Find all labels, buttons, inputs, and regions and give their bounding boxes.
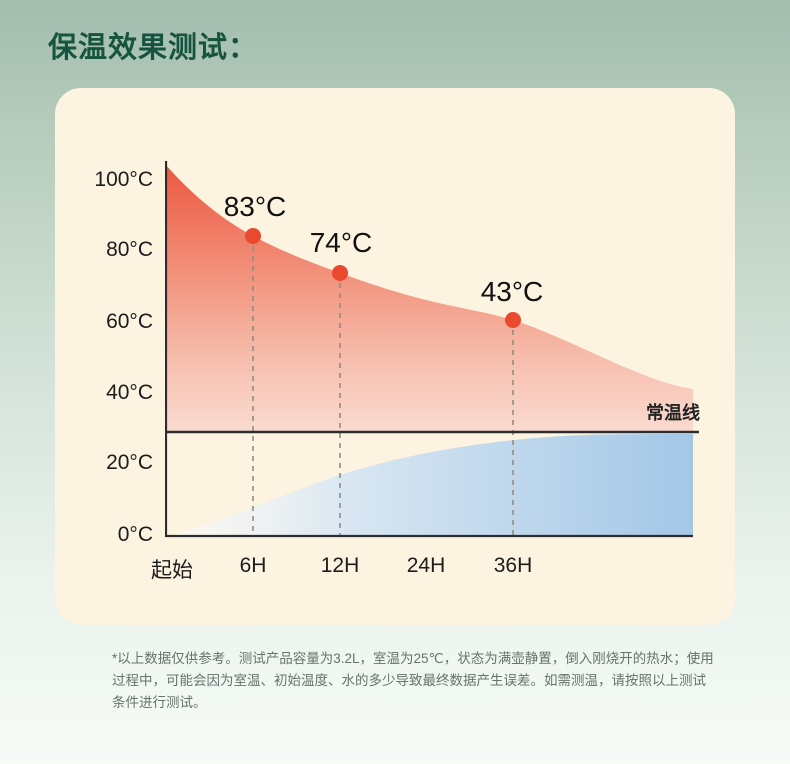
data-label-36h: 43°C [480, 276, 544, 307]
ambient-temp-area [165, 434, 693, 536]
data-label-12h: 74°C [309, 227, 373, 258]
data-label-6h: 83°C [223, 191, 287, 222]
marker-36h [505, 312, 521, 328]
x-tick-12h: 12H [320, 554, 360, 577]
x-tick-start: 起始 [151, 559, 193, 582]
hot-water-area [165, 164, 693, 432]
marker-6h [245, 228, 261, 244]
room-temp-line-label: 常温线 [646, 403, 700, 423]
y-tick-20: 20°C [106, 451, 153, 474]
y-tick-60: 60°C [106, 310, 153, 333]
marker-12h [332, 265, 348, 281]
disclaimer-text: *以上数据仅供参考。测试产品容量为3.2L，室温为25℃，状态为满壶静置，倒入刚… [112, 651, 714, 710]
chart-canvas [165, 161, 699, 538]
y-tick-80: 80°C [106, 238, 153, 261]
chart-card: 100°C 80°C 60°C 40°C 20°C 0°C [55, 88, 735, 625]
y-tick-0: 0°C [117, 523, 153, 546]
page-title: 保温效果测试： [48, 32, 259, 64]
x-tick-24h: 24H [406, 554, 446, 577]
y-tick-100: 100°C [94, 168, 153, 191]
x-tick-6h: 6H [239, 554, 267, 577]
x-tick-36h: 36H [493, 554, 533, 577]
y-tick-40: 40°C [106, 381, 153, 404]
